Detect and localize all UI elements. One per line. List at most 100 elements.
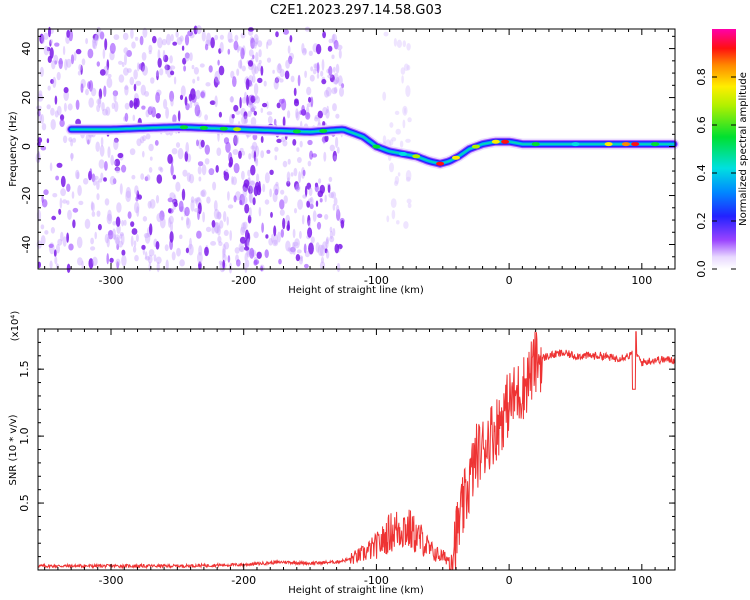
spectrogram-noise-blob: [49, 162, 53, 172]
spectrogram-noise-blob: [403, 221, 409, 229]
spectrogram-noise-blob: [40, 224, 45, 230]
spectrogram-hotspot: [319, 128, 328, 133]
spectrogram-noise-blob: [98, 178, 103, 183]
spectrogram-noise-blob: [63, 87, 69, 94]
spectrogram-noise-blob: [213, 208, 220, 220]
spectrogram-noise-blob: [100, 137, 104, 147]
spectrogram-noise-blob: [80, 64, 83, 75]
spectrogram-noise-blob: [134, 201, 140, 214]
spectrogram-noise-blob: [148, 167, 153, 173]
spectrogram-noise-blob: [253, 110, 257, 116]
spectrogram-noise-blob: [251, 63, 257, 76]
spectrogram-noise-blob: [293, 99, 300, 107]
spectrogram-noise-blob: [230, 96, 234, 103]
spectrogram-noise-blob: [302, 194, 307, 199]
spectrogram-noise-blob: [317, 117, 321, 126]
spectrogram-noise-blob: [170, 164, 174, 176]
spectrogram-noise-blob: [133, 240, 137, 248]
spectrogram-noise-blob: [306, 86, 312, 96]
spectrogram-noise-blob: [250, 103, 253, 114]
spectrogram-noise-blob: [113, 34, 120, 40]
spectrogram-noise-blob: [255, 37, 259, 45]
spectrogram-noise-blob: [390, 198, 397, 209]
spectrogram-noise-blob: [266, 41, 269, 50]
spectrogram-noise-blob: [306, 200, 311, 208]
spectrogram-noise-blob: [114, 234, 121, 245]
spectrogram-noise-blob: [181, 45, 185, 51]
spectrogram-noise-blob: [168, 215, 174, 225]
spectrogram-noise-blob: [383, 31, 389, 37]
spectrogram-noise-blob: [222, 248, 226, 258]
snr-y-tick-label: 1.5: [18, 360, 31, 378]
spectrogram-noise-blob: [150, 77, 155, 84]
snr-y-ticks: 0.5 1.0 1.5: [18, 341, 675, 558]
spectrogram-noise-blob: [333, 39, 339, 50]
spectrogram-noise-blob: [187, 243, 194, 256]
spectrogram-noise-blob: [289, 247, 294, 255]
spectrogram-noise-blob: [64, 58, 68, 71]
spectrogram-noise-blob: [239, 236, 246, 244]
spectrogram-hotspot: [372, 144, 381, 149]
spectrogram-noise-blob: [250, 117, 257, 127]
spectrogram-noise-blob: [238, 60, 243, 69]
spectrogram-noise-blob: [87, 81, 91, 90]
spectrogram-noise-blob: [118, 240, 123, 248]
spectrogram-noise-blob: [132, 114, 136, 122]
spectrogram-noise-blob: [102, 48, 106, 59]
spectrogram-noise-blob: [91, 211, 96, 217]
spectrogram-noise-blob: [261, 222, 264, 233]
spectrogram-noise-blob: [273, 225, 277, 237]
spectrogram-noise-blob: [143, 232, 150, 239]
spectrogram-noise-blob: [249, 180, 256, 185]
spectrogram-noise-blob: [113, 91, 117, 103]
spectrogram-noise-blob: [200, 190, 206, 197]
spectrogram-noise-blob: [155, 92, 161, 103]
spectrogram-noise-blob: [141, 52, 147, 61]
spectrogram-noise-blob: [325, 86, 332, 97]
spectrogram-noise-blob: [279, 68, 285, 78]
spectrogram-noise-blob: [272, 69, 275, 74]
spectrogram-noise-blob: [144, 176, 149, 182]
spectrogram-noise-blob: [186, 216, 190, 226]
spectrogram-frame: [37, 28, 676, 270]
spectrogram-noise-blob: [227, 48, 231, 55]
spectrogram-noise-blob: [277, 62, 282, 71]
spectrogram-noise-blob: [142, 27, 148, 38]
colorbar-gradient: [712, 29, 736, 269]
spectrogram-noise-blob: [272, 239, 279, 247]
spectrogram-noise-blob: [122, 32, 129, 41]
spectrogram-noise-blob: [72, 137, 77, 143]
spectrogram-noise-blob: [308, 198, 313, 203]
spectrogram-noise-blob: [39, 66, 44, 77]
spectrogram-noise-blob: [130, 235, 134, 247]
spectrogram-noise-blob: [214, 95, 218, 108]
spectrogram-noise-blob: [197, 252, 203, 264]
spectrogram-noise-blob: [254, 156, 258, 164]
spectrogram-noise-blob: [244, 203, 250, 214]
spectrogram-noise-blob: [286, 180, 291, 187]
spectrogram-noise-blob: [182, 169, 188, 177]
spectrogram-noise-blob: [88, 258, 94, 269]
spectrogram-noise-blob: [156, 70, 159, 81]
spectrogram-noise-blob: [299, 230, 302, 239]
spectrogram-noise-blob: [124, 112, 129, 122]
spectrogram-noise-blob: [234, 34, 239, 42]
spectrogram-noise-blob: [169, 55, 173, 64]
spectrogram-noise-blob: [335, 204, 340, 215]
spectrogram-noise-blob: [95, 141, 100, 152]
spectrogram-noise-blob: [70, 152, 74, 162]
spectrogram-noise-blob: [190, 88, 196, 100]
spectrogram-noise-blob: [99, 69, 106, 76]
spectrogram-noise-blob: [301, 214, 305, 225]
spectrogram-noise-blob: [105, 70, 108, 76]
spectrogram-noise-blob: [127, 211, 132, 219]
spectrogram-noise-blob: [389, 122, 394, 128]
spectrogram-noise-blob: [321, 59, 325, 71]
spectrogram-noise-blob: [109, 257, 114, 263]
spectrogram-noise-blob: [59, 197, 63, 209]
spectrogram-noise-blob: [252, 54, 255, 60]
spectrogram-noise-blob: [266, 57, 272, 63]
spectrogram-noise-blob: [194, 104, 201, 117]
spectrogram-noise-blob: [107, 209, 112, 222]
spectrogram-noise-blob: [223, 229, 229, 236]
